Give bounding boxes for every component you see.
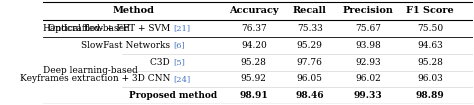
- Text: Proposed method: Proposed method: [129, 91, 217, 100]
- Text: Optical flow + FFT + SVM [21]: Optical flow + FFT + SVM [21]: [101, 24, 245, 33]
- Text: [21]: [21]: [173, 24, 190, 32]
- Text: 96.05: 96.05: [297, 74, 323, 83]
- Text: 75.67: 75.67: [355, 24, 381, 33]
- Text: 76.37: 76.37: [241, 24, 267, 33]
- Text: 95.28: 95.28: [417, 58, 443, 67]
- Text: Handcrafted-based: Handcrafted-based: [43, 24, 130, 33]
- Text: [24]: [24]: [173, 75, 190, 83]
- Text: 99.33: 99.33: [354, 91, 382, 100]
- Text: 96.02: 96.02: [355, 74, 381, 83]
- Text: Accuracy: Accuracy: [229, 6, 279, 15]
- Text: 96.03: 96.03: [418, 74, 443, 83]
- Text: Recall: Recall: [293, 6, 327, 15]
- Text: SlowFast Networks [6]: SlowFast Networks [6]: [121, 41, 226, 50]
- Text: 94.20: 94.20: [241, 41, 267, 50]
- Text: Method: Method: [112, 6, 154, 15]
- Text: F1 Score: F1 Score: [406, 6, 454, 15]
- Text: 75.33: 75.33: [297, 24, 323, 33]
- Text: 92.93: 92.93: [355, 58, 381, 67]
- Text: 98.91: 98.91: [239, 91, 268, 100]
- Text: 75.50: 75.50: [417, 24, 443, 33]
- Text: Keyframes extraction + 3D CNN [24]: Keyframes extraction + 3D CNN [24]: [87, 74, 259, 83]
- Text: Keyframes extraction + 3D CNN: Keyframes extraction + 3D CNN: [20, 74, 173, 83]
- Text: C3D: C3D: [150, 58, 173, 67]
- Text: 98.46: 98.46: [295, 91, 324, 100]
- Text: 95.92: 95.92: [241, 74, 267, 83]
- Text: 97.76: 97.76: [297, 58, 323, 67]
- Text: Precision: Precision: [342, 6, 393, 15]
- Text: C3D [5]: C3D [5]: [155, 58, 191, 67]
- Text: SlowFast Networks: SlowFast Networks: [81, 41, 173, 50]
- Text: 94.63: 94.63: [418, 41, 443, 50]
- Text: Deep learning-based: Deep learning-based: [43, 66, 137, 75]
- Text: 95.29: 95.29: [297, 41, 323, 50]
- Text: 93.98: 93.98: [355, 41, 381, 50]
- Text: 95.28: 95.28: [241, 58, 267, 67]
- Text: [5]: [5]: [173, 58, 185, 66]
- Text: [6]: [6]: [173, 41, 185, 49]
- Text: 98.89: 98.89: [416, 91, 445, 100]
- Text: Optical flow + FFT + SVM: Optical flow + FFT + SVM: [48, 24, 173, 33]
